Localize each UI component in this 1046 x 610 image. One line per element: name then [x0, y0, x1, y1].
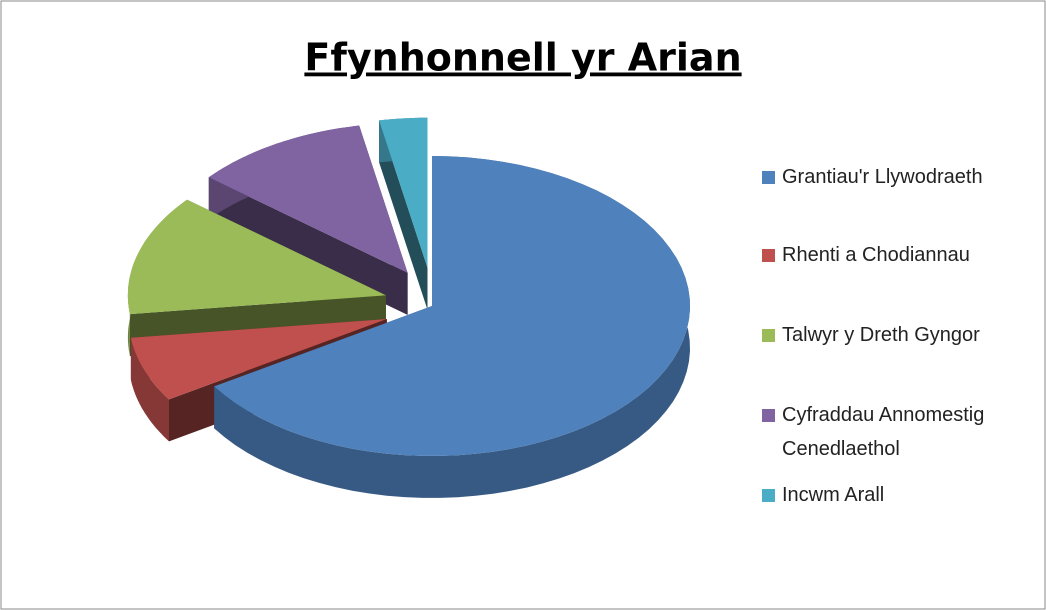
slice	[214, 156, 690, 456]
legend-swatch	[762, 249, 775, 262]
legend-label: Cyfraddau Annomestig Cenedlaethol	[782, 404, 985, 460]
slice	[127, 199, 386, 315]
legend-swatch	[762, 489, 775, 502]
slice-wall	[130, 337, 169, 442]
slice-side	[379, 120, 428, 310]
legend-label: Grantiau'r Llywodraeth	[782, 166, 983, 188]
slice-side	[208, 177, 408, 315]
legend-item: Talwyr y Dreth Gyngor	[760, 318, 1037, 352]
legend-item: Grantiau'r Llywodraeth	[760, 160, 1037, 194]
legend-swatch	[762, 409, 775, 422]
legend-label: Talwyr y Dreth Gyngor	[782, 324, 980, 346]
legend-item: Rhenti a Chodiannau	[760, 238, 1037, 272]
legend-item: Cyfraddau Annomestig Cenedlaethol	[760, 398, 1012, 466]
legend-label: Rhenti a Chodiannau	[782, 244, 970, 266]
slice	[379, 117, 428, 268]
chart-title: Ffynhonnell yr Arian	[304, 36, 741, 80]
slice	[130, 319, 387, 400]
legend-swatch	[762, 329, 775, 342]
pie	[127, 117, 690, 498]
slice	[208, 125, 408, 273]
legend-label: Incwm Arall	[782, 484, 885, 506]
legend-swatch	[762, 171, 775, 184]
legend-item: Incwm Arall	[760, 478, 1037, 512]
